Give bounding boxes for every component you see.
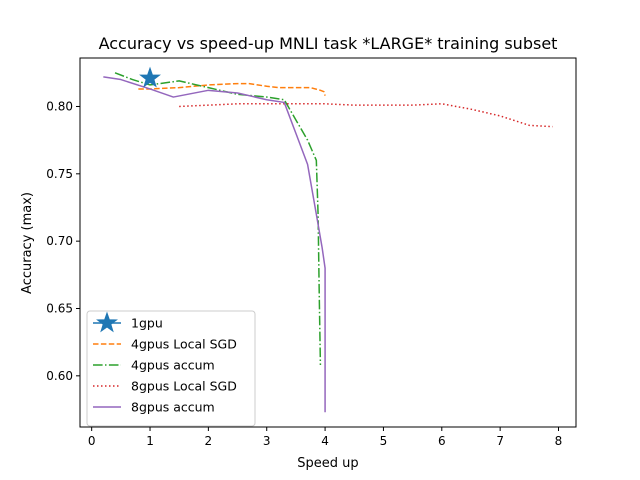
legend-label-4gpus-accum: 4gpus accum [131,358,215,373]
x-tick-label: 8 [555,434,563,448]
legend-marker-1gpu [96,311,118,333]
legend-label-8gpus-local-sgd: 8gpus Local SGD [131,379,237,394]
y-tick-label: 0.75 [46,167,73,181]
legend-frame [86,310,256,427]
series-8gpus-accum-line [103,76,326,413]
y-tick-label: 0.80 [46,99,73,113]
legend-label-8gpus-accum: 8gpus accum [131,400,215,415]
x-tick-label: 2 [205,434,213,448]
x-tick-label: 1 [146,434,154,448]
x-axis: 0 1 2 3 4 5 6 7 8 [88,427,562,448]
legend-label-4gpus-local-sgd: 4gpus Local SGD [131,337,237,352]
series-1gpu-marker [139,66,161,88]
chart-title: Accuracy vs speed-up MNLI task *LARGE* t… [99,34,558,53]
x-tick-label: 4 [321,434,329,448]
plot-frame [79,57,577,428]
y-tick-label: 0.65 [46,301,73,315]
legend: 1gpu 4gpus Local SGD 4gpus accum 8gpus Loca… [86,310,256,427]
y-axis: 0.60 0.65 0.70 0.75 0.80 [46,99,80,383]
series-4gpus-local-sgd-line [138,82,326,96]
x-tick-label: 5 [380,434,388,448]
x-tick-label: 6 [438,434,446,448]
x-tick-label: 7 [496,434,504,448]
y-tick-label: 0.60 [46,369,73,383]
series-8gpus-local-sgd-line [179,103,553,128]
x-tick-label: 3 [263,434,271,448]
legend-label-1gpu: 1gpu [131,316,163,331]
y-tick-label: 0.70 [46,234,73,248]
series-layer [103,66,553,413]
y-axis-label: Accuracy (max) [20,192,35,294]
x-axis-label: Speed up [297,456,358,471]
x-tick-label: 0 [88,434,96,448]
series-4gpus-accum-line [114,72,322,366]
